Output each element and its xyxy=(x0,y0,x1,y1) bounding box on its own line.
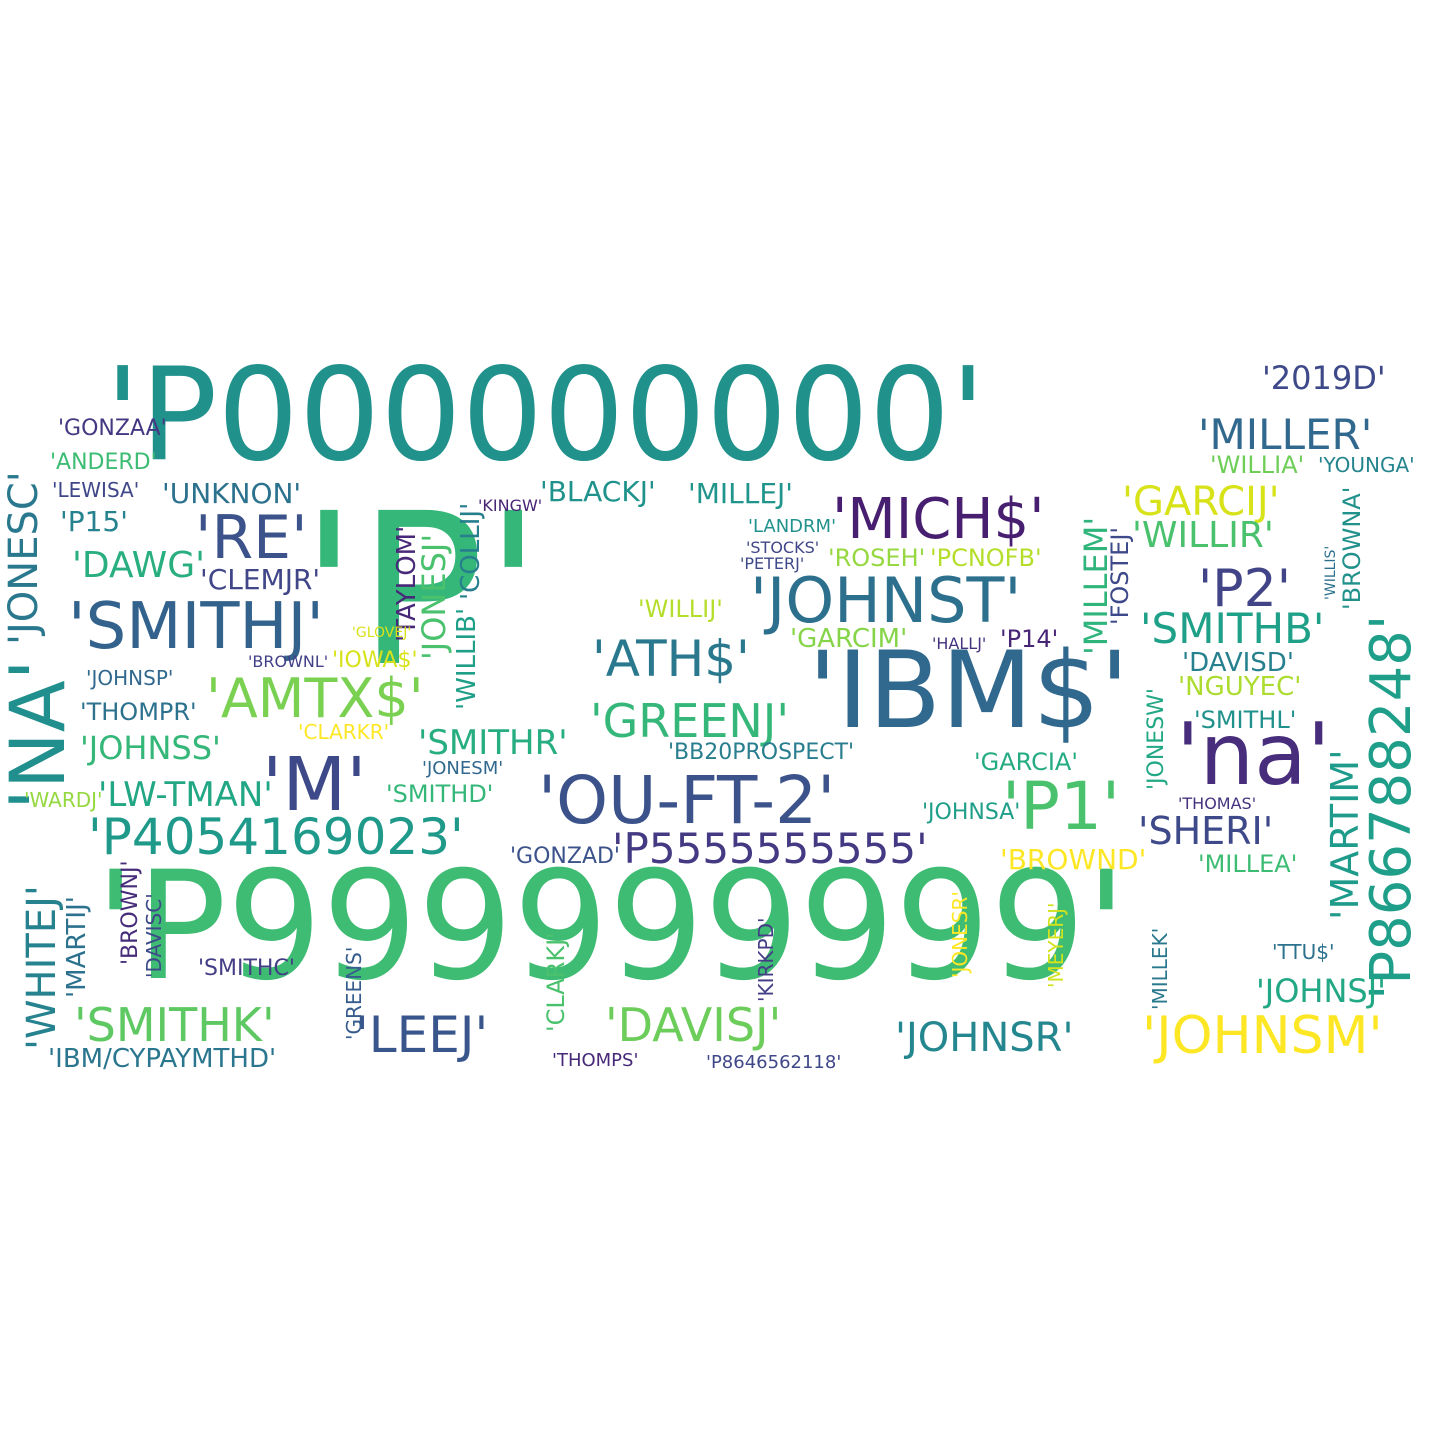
word: 'HALLJ' xyxy=(932,634,987,653)
word: 'IBM$' xyxy=(808,629,1130,752)
word: 'MILLEA' xyxy=(1198,850,1298,878)
word: 'WILLIA' xyxy=(1210,451,1305,479)
word: 'SMITHD' xyxy=(386,780,494,808)
word: 'P1' xyxy=(1002,768,1121,845)
word: 'BROWND' xyxy=(1000,843,1147,876)
word: 'MARTIJ' xyxy=(62,896,92,998)
word: 'OU-FT-2' xyxy=(538,762,836,839)
word: 'GLOVEJ' xyxy=(352,625,412,641)
word: 'JONESJ' xyxy=(415,533,453,660)
word: 'PETERJ' xyxy=(740,554,805,573)
word: 'P866788248' xyxy=(1359,614,1424,1000)
word: 'UNKNON' xyxy=(162,477,302,510)
word: 'P000000000' xyxy=(105,341,986,490)
word: 'DAVISJ' xyxy=(605,998,782,1052)
word: 'MEYERJ' xyxy=(1044,902,1068,988)
word: 'GONZAD' xyxy=(510,844,620,869)
word: 'IBM/CYPAYMTHD' xyxy=(48,1044,277,1074)
word: 'STOCKS' xyxy=(746,538,820,557)
word: 'BROWNJ' xyxy=(118,860,143,966)
word: 'DAVISD' xyxy=(1182,648,1294,678)
word: 'FOSTEJ' xyxy=(1106,526,1134,625)
word: 'ANDERD' xyxy=(50,450,157,475)
word: 'SMITHC' xyxy=(198,956,295,981)
word: 'CLARKJ' xyxy=(542,932,570,1032)
word: 'P2' xyxy=(1198,559,1292,619)
word: 'P' xyxy=(300,468,543,713)
word: 'LEEJ' xyxy=(355,1006,489,1064)
word: 'JOHNSS' xyxy=(80,729,221,767)
word: 'JONESW' xyxy=(1144,688,1169,790)
word: 'THOMAS' xyxy=(1178,794,1257,813)
word: 'M' xyxy=(262,742,367,828)
word: 'P15' xyxy=(60,505,128,538)
word: 'JOHNSP' xyxy=(86,666,174,690)
word: 'MICH$' xyxy=(832,487,1045,552)
word: 'MILLEK' xyxy=(1148,927,1172,1010)
word: 'SMITHJ' xyxy=(68,590,324,664)
word: 'LEWISA' xyxy=(52,478,140,502)
word: 'GONZAA' xyxy=(58,416,167,441)
word: 'BROWNA' xyxy=(1338,486,1366,610)
word: 'LANDRM' xyxy=(748,516,837,537)
word: 'JOHNSA' xyxy=(922,800,1021,825)
word: 'GREENJ' xyxy=(590,694,790,748)
word: 'P4054169023' xyxy=(88,808,464,866)
word: 'KIRKPD' xyxy=(754,917,778,1002)
word: 'TTU$' xyxy=(1272,940,1335,964)
word: 'P5555555555' xyxy=(612,824,928,873)
word: 'COLLIJ' xyxy=(456,502,486,600)
word: 'KINGW' xyxy=(478,496,543,515)
word: 'P8646562118' xyxy=(706,1052,842,1073)
word: 'WILLIB' xyxy=(452,607,482,710)
word: 'JOHNSR' xyxy=(895,1015,1074,1061)
word: 'THOMPR' xyxy=(80,698,197,726)
word: 'BB20PROSPECT' xyxy=(668,740,855,765)
word: 'NGUYEC' xyxy=(1178,672,1302,702)
word: 'CLARKR' xyxy=(298,720,390,744)
word: 'JONESC' xyxy=(1,471,47,645)
word: 'WHITEJ' xyxy=(19,885,65,1050)
word: 'RE' xyxy=(195,503,308,573)
word: 'ATH$' xyxy=(592,630,750,688)
word: 'AMTX$' xyxy=(206,667,424,730)
word: 'CLEMJR' xyxy=(200,563,321,596)
word: 'MILLEJ' xyxy=(688,477,793,510)
word: 'GARCIJ' xyxy=(1122,479,1280,525)
word: 'IOWA$' xyxy=(332,648,418,673)
word: 'JOHNSJ' xyxy=(1256,972,1386,1010)
word: 'SMITHK' xyxy=(74,998,275,1052)
word: 'na' xyxy=(1176,705,1331,805)
word: 'SMITHL' xyxy=(1194,706,1297,734)
word: 'P14' xyxy=(1000,625,1059,653)
word: 'P999999999' xyxy=(95,840,1127,1014)
word: 'WILLIR' xyxy=(1132,515,1274,556)
word: 'GREENS' xyxy=(342,946,366,1040)
word: 'MILLER' xyxy=(1198,410,1373,459)
word: 'SHERI' xyxy=(1138,809,1274,853)
word: '2019D' xyxy=(1262,359,1386,397)
word: 'ROSEH' xyxy=(828,544,926,572)
word: 'GARCIA' xyxy=(974,748,1078,776)
word: 'WARDJ' xyxy=(24,788,103,812)
word: 'LW-TMAN' xyxy=(98,775,273,815)
word: 'PCNOFB' xyxy=(930,544,1042,572)
word: 'SMITHR' xyxy=(418,723,568,763)
word: 'WILLIS' xyxy=(1323,545,1339,600)
word: 'SMITHB' xyxy=(1140,604,1325,653)
word: 'MARTIM' xyxy=(1323,749,1367,920)
word: 'BLACKJ' xyxy=(540,475,656,508)
word: 'JOHNST' xyxy=(750,564,1022,637)
word: 'GARCIM' xyxy=(790,624,908,654)
word: 'DAWG' xyxy=(72,545,206,586)
word: 'JONESR' xyxy=(948,891,972,978)
word: 'YOUNGA' xyxy=(1318,453,1415,477)
word: 'JOHNSM' xyxy=(1142,1006,1383,1066)
word: 'WILLIJ' xyxy=(638,595,723,623)
word: 'JONESM' xyxy=(422,758,504,779)
word: 'DAVISC' xyxy=(142,893,166,978)
word: 'THOMPS' xyxy=(552,1050,639,1071)
word: 'BROWNL' xyxy=(248,652,329,671)
